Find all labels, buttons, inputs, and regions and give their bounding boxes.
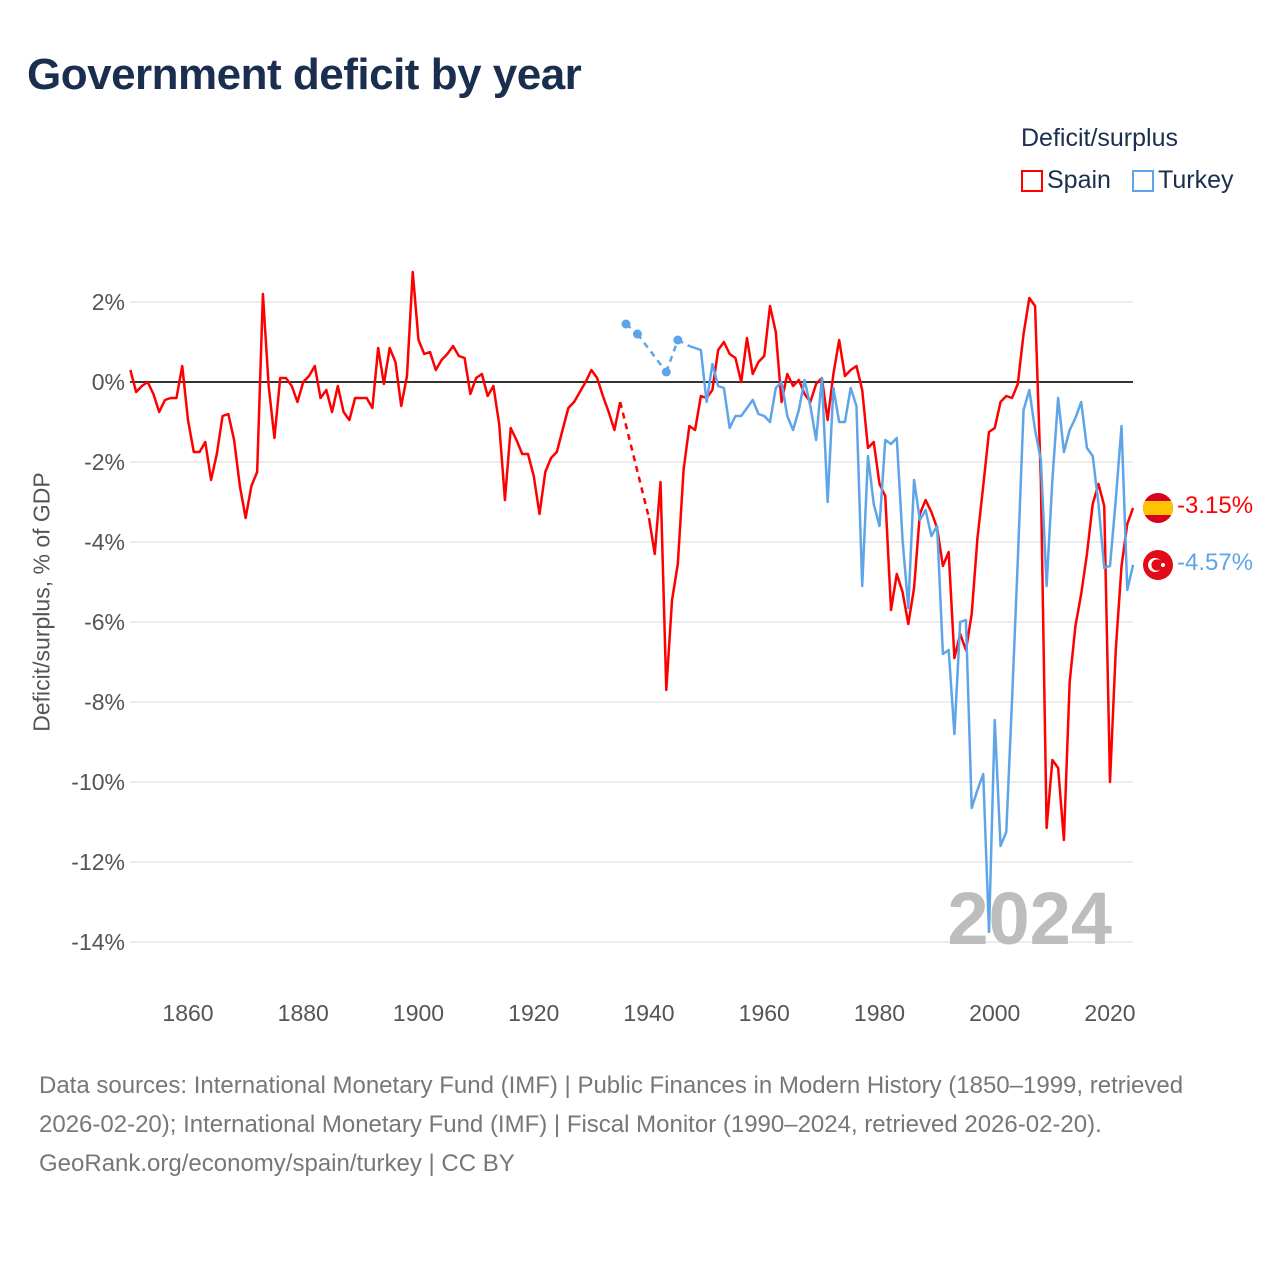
y-tick-label: 0% — [92, 369, 125, 395]
x-tick-label: 1920 — [508, 1000, 559, 1026]
y-axis-label: Deficit/surplus, % of GDP — [28, 472, 55, 732]
x-tick-label: 1940 — [623, 1000, 674, 1026]
y-tick-label: -10% — [71, 769, 125, 795]
spain-line — [647, 296, 1135, 842]
legend-label-spain: Spain — [1047, 166, 1111, 194]
y-tick-label: -14% — [71, 929, 125, 955]
turkey-gap-line — [677, 338, 690, 348]
spain-line — [129, 270, 622, 520]
legend-swatch-spain — [1021, 169, 1043, 192]
y-tick-label: -2% — [84, 449, 125, 475]
x-tick-label: 2000 — [969, 1000, 1020, 1026]
spain-gap-line — [618, 401, 651, 519]
y-tick-label: -6% — [84, 609, 125, 635]
turkey-line — [688, 344, 1135, 934]
turkey-gap-line — [636, 333, 668, 373]
year-watermark: 2024 — [947, 877, 1112, 960]
legend-title: Deficit/surplus — [1021, 124, 1178, 152]
y-tick-label: -4% — [84, 529, 125, 555]
x-tick-label: 1860 — [162, 1000, 213, 1026]
x-tick-label: 1960 — [739, 1000, 790, 1026]
footer: Data sources: International Monetary Fun… — [39, 1066, 1239, 1183]
x-tick-label: 2020 — [1084, 1000, 1135, 1026]
y-tick-label: -12% — [71, 849, 125, 875]
credit-link[interactable]: GeoRank.org/economy/spain/turkey | CC BY — [39, 1150, 515, 1177]
legend-swatch-turkey — [1132, 169, 1154, 192]
legend-label-turkey: Turkey — [1158, 166, 1234, 194]
turkey-flag-icon — [1143, 550, 1173, 580]
spain-flag-icon — [1143, 493, 1173, 523]
data-sources: Data sources: International Monetary Fun… — [39, 1072, 1184, 1138]
end-label-turkey: -4.57% — [1177, 549, 1254, 576]
turkey-gap-line — [665, 339, 679, 373]
page-title: Government deficit by year — [27, 50, 582, 99]
legend-item-turkey[interactable]: Turkey — [1132, 166, 1233, 195]
x-tick-label: 1980 — [854, 1000, 905, 1026]
y-tick-label: -8% — [84, 689, 125, 715]
x-tick-label: 1880 — [278, 1000, 329, 1026]
legend-item-spain[interactable]: Spain — [1021, 166, 1111, 195]
end-label-spain: -3.15% — [1177, 492, 1254, 519]
y-tick-label: 2% — [92, 289, 125, 315]
x-tick-label: 1900 — [393, 1000, 444, 1026]
